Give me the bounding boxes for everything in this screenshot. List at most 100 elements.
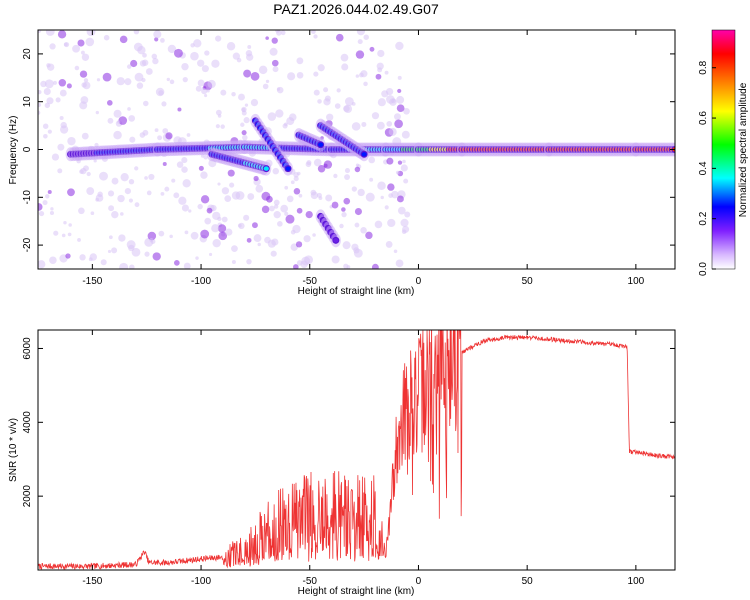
spectrogram-noise-cell xyxy=(211,224,220,233)
spectrogram-noise-cell xyxy=(119,262,129,269)
spectrogram-noise-cell xyxy=(387,218,396,228)
spectrogram-noise-cell xyxy=(85,37,95,47)
colorbar-tick-label: 0.2 xyxy=(698,211,709,225)
spectrogram-noise-cell xyxy=(149,238,154,242)
spectrogram-noise-cell xyxy=(265,79,270,84)
spectrogram-noise-cell xyxy=(51,153,60,161)
spectrogram-noise-cell xyxy=(285,214,295,224)
spectrogram-noise-cell xyxy=(198,165,204,171)
spectrogram-noise-cell xyxy=(38,102,42,107)
spectrogram-noise-cell xyxy=(204,217,212,225)
spectrogram-noise-cell xyxy=(43,87,51,96)
spectrogram-noise-cell xyxy=(83,78,89,83)
spectrogram-noise-cell xyxy=(173,192,180,199)
spectrogram-noise-cell xyxy=(396,104,405,113)
spectrogram-noise-cell xyxy=(79,70,88,78)
spectrogram-noise-cell xyxy=(295,241,303,248)
spectrogram-noise-cell xyxy=(232,52,241,60)
spectrogram-noise-cell xyxy=(286,195,294,203)
spectrogram-noise-cell xyxy=(46,97,54,105)
spectrogram-noise-cell xyxy=(212,238,221,248)
spectrogram-noise-cell xyxy=(204,50,210,56)
spectrogram-noise-cell xyxy=(335,33,344,42)
spectrogram-noise-cell xyxy=(313,71,319,77)
spectrogram-noise-cell xyxy=(169,234,173,239)
spectrogram-noise-cell xyxy=(400,164,408,172)
spectrogram-noise-cell xyxy=(133,42,143,52)
snr-y-tick-label: 6000 xyxy=(22,337,33,360)
snr-x-tick-label: -100 xyxy=(191,576,211,587)
spectrogram-noise-cell xyxy=(333,173,338,179)
spectrogram-noise-cell xyxy=(247,193,255,200)
spectrogram-noise-cell xyxy=(181,157,188,164)
spectrogram-noise-cell xyxy=(313,158,322,167)
spectrogram-noise-cell xyxy=(357,188,365,197)
spectrogram-noise-cell xyxy=(358,72,364,78)
spectrogram-noise-cell xyxy=(311,30,316,35)
spectrogram-noise-cell xyxy=(262,83,269,90)
spectrogram-noise-cell xyxy=(271,59,279,67)
spectrogram-noise-cell xyxy=(313,34,318,39)
spectrogram-noise-cell xyxy=(250,71,260,81)
spectrogram-noise-cell xyxy=(305,161,312,168)
spectrogram-noise-cell xyxy=(178,196,187,205)
spectrogram-noise-cell xyxy=(154,37,159,42)
spectrogram-noise-cell xyxy=(68,223,72,227)
spectrogram-noise-cell xyxy=(162,128,169,134)
spectrogram-x-ticks: -150 -100 -50 0 50 100 xyxy=(82,30,645,287)
spectrogram-noise-cell xyxy=(200,195,210,204)
spectrogram-noise-cell xyxy=(377,98,386,107)
spectrogram-noise-cell xyxy=(257,242,261,247)
spectrogram-noise-cell xyxy=(344,97,354,106)
spectrogram-noise-cell xyxy=(57,168,63,174)
spectrogram-noise-cell xyxy=(152,252,161,261)
spectrogram-noise-cell xyxy=(128,198,134,203)
colorbar-gradient xyxy=(711,29,736,270)
spectrogram-noise-cell xyxy=(331,255,340,264)
colorbar: 0.0 0.2 0.4 0.6 0.8 Normalized spectral ampl… xyxy=(698,29,749,276)
spectrogram-noise-cell xyxy=(293,172,299,178)
spectrogram-noise-cell xyxy=(284,211,289,216)
spectrogram-noise-cell xyxy=(250,98,259,107)
spectrogram-noise-cell xyxy=(201,65,209,73)
spectrogram-ridge-cell xyxy=(361,152,367,157)
spectrogram-noise-cell xyxy=(221,216,228,223)
spectrogram-noise-cell xyxy=(116,77,125,86)
spectrogram-noise-cell xyxy=(324,95,331,102)
spectrogram-noise-cell xyxy=(116,120,121,124)
colorbar-tick-label: 0.6 xyxy=(698,111,709,125)
spectrogram-noise-cell xyxy=(47,129,52,134)
spectrogram-noise-cell xyxy=(343,197,351,205)
spectrogram-noise-cell xyxy=(157,135,163,141)
spectrogram-noise-cell xyxy=(258,65,268,75)
spectrogram-noise-cell xyxy=(141,77,146,83)
spectrogram-noise-cell xyxy=(387,183,395,191)
spectrogram-noise-cell xyxy=(81,132,89,140)
spectrogram-noise-cell xyxy=(201,88,208,95)
spectrogram-noise-cell xyxy=(95,197,100,202)
spectrogram-noise-cell xyxy=(313,89,320,96)
spectrogram-noise-cell xyxy=(404,211,411,218)
spectrogram-noise-cell xyxy=(369,177,374,182)
spectrogram-noise-cell xyxy=(273,204,279,209)
spectrogram-noise-cell xyxy=(79,254,86,261)
spectrogram-noise-cell xyxy=(231,191,241,200)
spectrogram-noise-cell xyxy=(88,257,93,262)
spectrogram-y-tick-label: 20 xyxy=(22,48,33,60)
spectrogram-noise-cell xyxy=(100,259,107,266)
spectrogram-noise-cell xyxy=(200,229,210,239)
spectrogram-noise-cell xyxy=(169,79,175,85)
spectrogram-noise-cell xyxy=(261,191,271,201)
spectrogram-noise-cell xyxy=(90,211,95,216)
spectrogram-noise-cell xyxy=(355,50,365,59)
spectrogram-noise-cell xyxy=(376,62,384,70)
spectrogram-noise-cell xyxy=(371,112,380,120)
spectrogram-noise-cell xyxy=(93,159,97,163)
spectrogram-noise-cell xyxy=(186,133,191,137)
spectrogram-noise-cell xyxy=(271,37,278,44)
spectrogram-noise-cell xyxy=(80,167,87,175)
spectrogram-noise-cell xyxy=(274,30,281,33)
spectrogram-noise-cell xyxy=(375,73,382,80)
spectrogram-y-tick-label: -20 xyxy=(22,237,33,252)
